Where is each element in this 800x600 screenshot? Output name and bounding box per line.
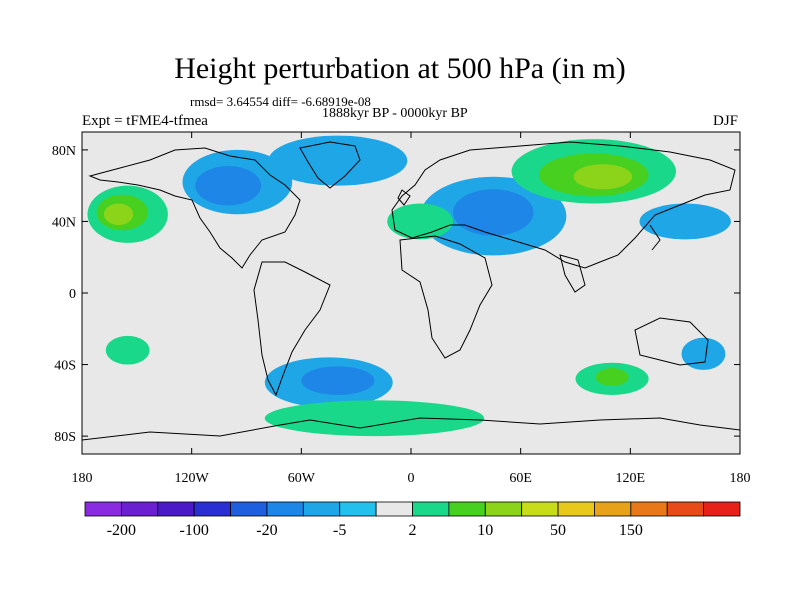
anomaly-region-c2-1 <box>195 165 262 206</box>
colorbar-swatch-12 <box>521 501 559 517</box>
lon-tick-label-1: 120W <box>175 471 210 486</box>
colorbar-label-4: 2 <box>409 522 417 539</box>
colorbar-label-3: -5 <box>333 522 346 539</box>
lon-tick-label-3: 0 <box>408 471 415 486</box>
anomaly-region-w1-18 <box>387 203 454 240</box>
anomaly-region-c2-5 <box>453 189 534 236</box>
greenland-coastline <box>299 141 361 189</box>
colorbar-swatch-17 <box>703 501 741 517</box>
coastlines <box>82 141 740 441</box>
australia-coastline <box>634 317 709 366</box>
lon-tick-label-0: 180 <box>72 471 93 486</box>
lon-tick-label-5: 120E <box>616 471 646 486</box>
lon-tick-label-2: 60W <box>288 471 316 486</box>
colorbar-swatch-5 <box>266 501 304 517</box>
colorbar-swatch-3 <box>193 501 231 517</box>
antarctica-coastline <box>82 417 740 441</box>
anomaly-region-w2-16 <box>595 368 629 387</box>
lat-tick-label-3: 40S <box>54 359 76 374</box>
colorbar-swatch-0 <box>84 501 122 517</box>
colorbar-label-7: 150 <box>619 522 643 539</box>
colorbar-swatch-7 <box>339 501 377 517</box>
north-america-coastline <box>88 147 301 269</box>
south-america-coastline <box>253 261 331 397</box>
anomaly-region-c1-3 <box>268 135 408 186</box>
period-label: 1888kyr BP - 0000kyr BP <box>322 106 468 121</box>
colorbar-label-5: 10 <box>477 522 493 539</box>
colorbar-swatch-4 <box>230 501 268 517</box>
anomaly-region-c2-7 <box>301 366 375 395</box>
colorbar <box>84 501 741 517</box>
lat-tick-label-4: 80S <box>54 430 76 445</box>
longitude-axis: 180 120W 60W 0 60E 120E 180 <box>72 132 751 486</box>
lat-tick-label-0: 80N <box>52 144 76 159</box>
anomaly-shading <box>87 135 731 437</box>
eurasia-coastline <box>391 141 736 269</box>
chart-title: Height perturbation at 500 hPa (in m) <box>174 52 626 85</box>
anomaly-region-c1-19 <box>681 337 726 370</box>
colorbar-swatch-14 <box>594 501 632 517</box>
colorbar-swatch-2 <box>157 501 195 517</box>
colorbar-label-2: -20 <box>256 522 277 539</box>
colorbar-swatch-11 <box>484 501 523 517</box>
season-label: DJF <box>713 113 739 129</box>
stats-line: rmsd= 3.64554 diff= -6.68919e-08 <box>190 94 371 109</box>
experiment-label: Expt = tFME4-tfmea <box>82 113 208 129</box>
latitude-axis: 80N 40N 0 40S 80S <box>52 144 740 445</box>
colorbar-swatch-1 <box>120 501 159 517</box>
lon-tick-label-6: 180 <box>730 471 751 486</box>
colorbar-swatch-6 <box>302 501 341 517</box>
anomaly-region-w1-14 <box>264 400 485 437</box>
uk-coastline <box>397 189 411 206</box>
colorbar-labels: -200 -100 -20 -5 2 10 50 150 <box>107 522 643 539</box>
india-coastline <box>559 254 586 293</box>
colorbar-label-6: 50 <box>550 522 566 539</box>
japan-coastline <box>649 224 661 251</box>
africa-coastline <box>399 235 493 359</box>
anomaly-region-w3-13 <box>573 164 633 190</box>
lat-tick-label-1: 40N <box>52 215 76 230</box>
colorbar-swatch-15 <box>630 501 668 517</box>
colorbar-swatch-9 <box>412 501 450 517</box>
lon-tick-label-4: 60E <box>509 471 532 486</box>
anomaly-region-w1-17 <box>105 335 150 365</box>
colorbar-label-1: -100 <box>180 522 209 539</box>
anomaly-region-w3-10 <box>103 203 134 226</box>
anomaly-region-c1-20 <box>639 203 731 240</box>
colorbar-swatch-13 <box>557 501 595 517</box>
colorbar-swatch-10 <box>448 501 486 517</box>
colorbar-label-0: -200 <box>107 522 136 539</box>
colorbar-swatch-16 <box>666 501 705 517</box>
colorbar-swatch-8 <box>375 501 413 517</box>
lat-tick-label-2: 0 <box>69 287 76 302</box>
